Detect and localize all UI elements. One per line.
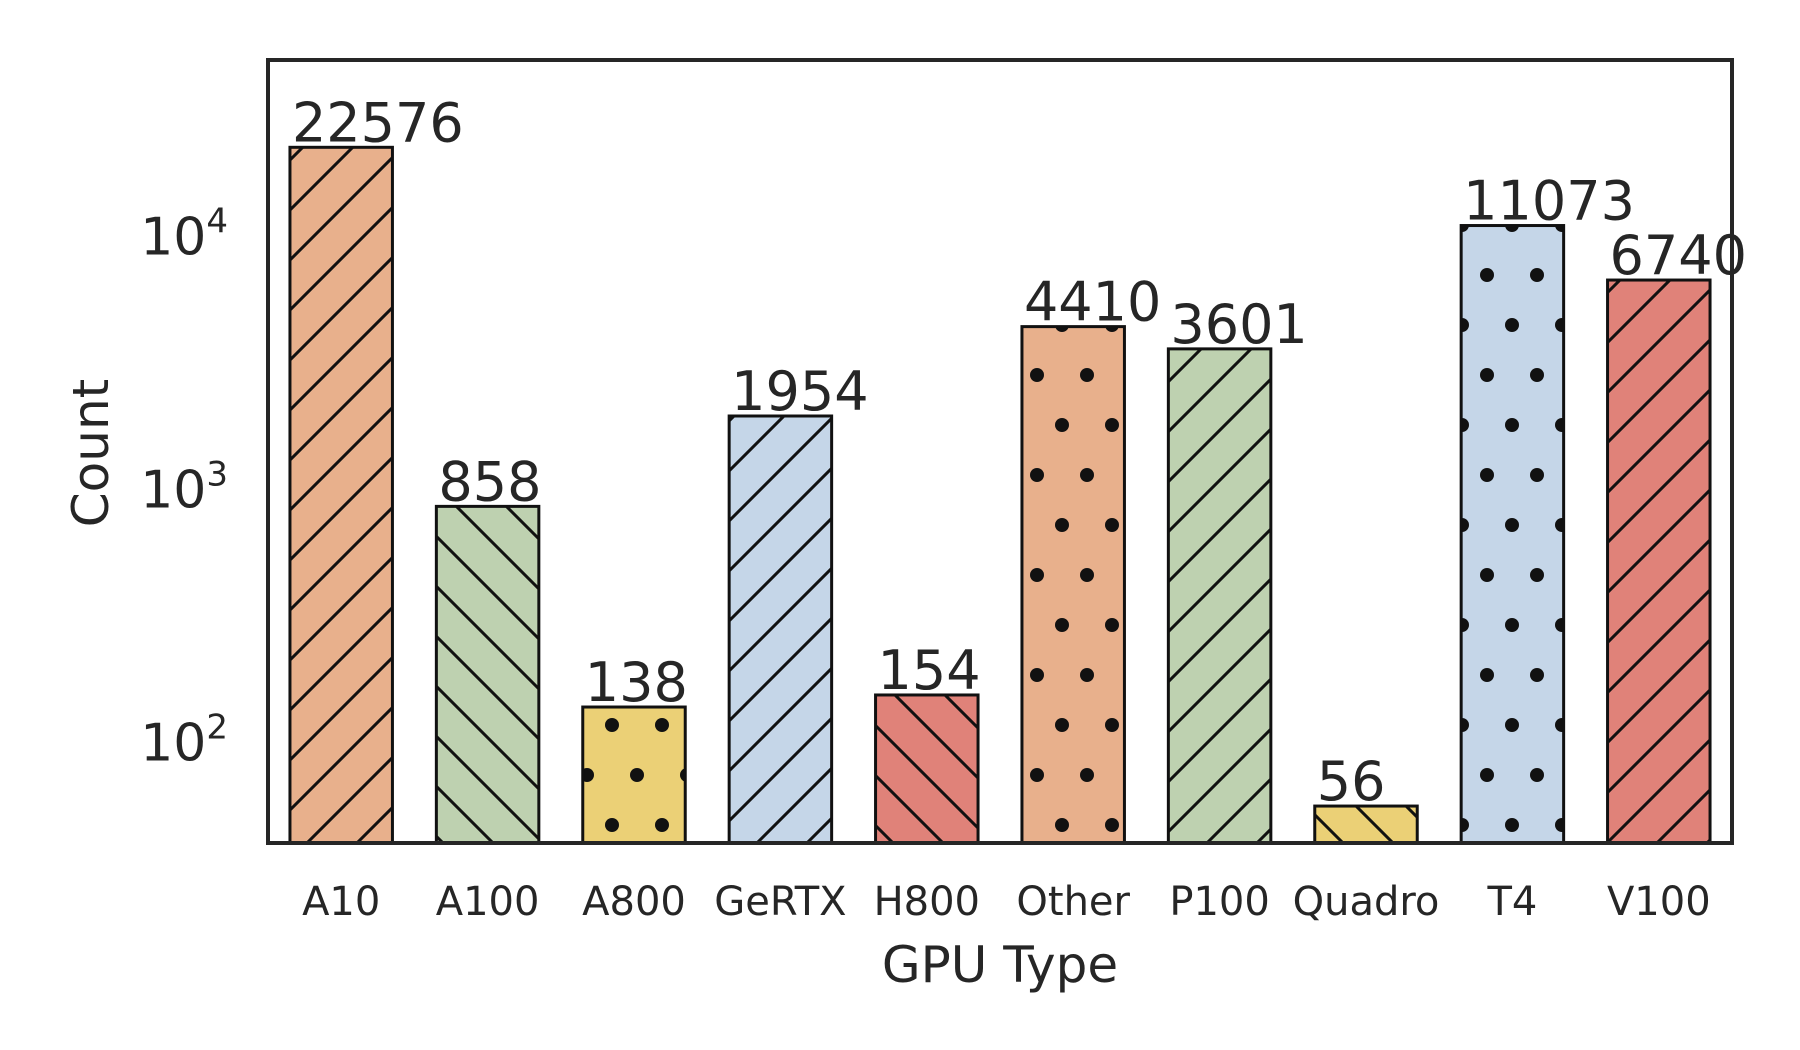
y-tick-exponent: 3 bbox=[206, 455, 228, 495]
y-tick-base: 10 bbox=[140, 208, 206, 268]
bar-hatch-a800 bbox=[581, 705, 687, 845]
x-tick-label-v100: V100 bbox=[1607, 879, 1711, 925]
y-tick-label-4: 104 bbox=[140, 202, 228, 268]
bar-h800 bbox=[874, 693, 980, 845]
y-tick-base: 10 bbox=[140, 713, 206, 773]
data-label-a100: 858 bbox=[438, 450, 541, 513]
x-axis-title: GPU Type bbox=[882, 936, 1118, 994]
x-tick-label-t4: T4 bbox=[1486, 879, 1537, 925]
bar-hatch-other bbox=[1020, 325, 1126, 845]
bar-hatch-gertx bbox=[727, 414, 834, 845]
x-tick-label-a100: A100 bbox=[436, 879, 540, 925]
bar-p100 bbox=[1166, 347, 1273, 845]
data-label-other: 4410 bbox=[1024, 271, 1161, 334]
data-label-a10: 22576 bbox=[292, 91, 464, 154]
data-label-p100: 3601 bbox=[1170, 293, 1307, 356]
x-ticks-layer: A10 A100 A800 GeRTX H800 Other P100 Quadro T4 V10… bbox=[302, 879, 1711, 925]
y-axis-title: Count bbox=[62, 379, 120, 528]
x-tick-label-p100: P100 bbox=[1169, 879, 1269, 925]
data-label-a800: 138 bbox=[585, 651, 688, 714]
x-tick-label-other: Other bbox=[1016, 879, 1130, 925]
x-tick-label-h800: H800 bbox=[874, 879, 980, 925]
y-tick-exponent: 4 bbox=[206, 202, 228, 242]
bar-hatch-h800 bbox=[874, 693, 980, 845]
bar-a100 bbox=[434, 504, 541, 845]
bar-hatch-v100 bbox=[1606, 278, 1712, 845]
data-label-v100: 6740 bbox=[1610, 224, 1747, 287]
x-tick-label-a800: A800 bbox=[582, 879, 686, 925]
y-tick-label-3: 103 bbox=[140, 455, 228, 521]
bar-quadro bbox=[1313, 804, 1419, 845]
bar-t4 bbox=[1459, 224, 1566, 845]
bar-hatch-a10 bbox=[288, 145, 394, 845]
bar-v100 bbox=[1606, 278, 1712, 845]
data-label-gertx: 1954 bbox=[731, 360, 868, 423]
data-label-t4: 11073 bbox=[1463, 170, 1635, 233]
bar-hatch-p100 bbox=[1166, 347, 1273, 845]
bar-a800 bbox=[581, 705, 687, 845]
bar-hatch-quadro bbox=[1313, 804, 1419, 845]
bar-other bbox=[1020, 325, 1126, 845]
bar-gertx bbox=[727, 414, 834, 845]
y-tick-label-2: 102 bbox=[140, 707, 228, 773]
x-tick-label-gertx: GeRTX bbox=[714, 879, 846, 925]
bar-hatch-a100 bbox=[434, 504, 541, 845]
bars-layer bbox=[288, 145, 1712, 845]
bar-a10 bbox=[288, 145, 394, 845]
x-tick-label-quadro: Quadro bbox=[1293, 879, 1440, 925]
data-label-h800: 154 bbox=[878, 639, 981, 702]
y-tick-base: 10 bbox=[140, 461, 206, 521]
plot-frame bbox=[266, 58, 1734, 845]
bar-hatch-t4 bbox=[1459, 224, 1566, 845]
x-tick-label-a10: A10 bbox=[302, 879, 380, 925]
y-tick-exponent: 2 bbox=[206, 707, 228, 747]
data-label-quadro: 56 bbox=[1317, 750, 1386, 813]
